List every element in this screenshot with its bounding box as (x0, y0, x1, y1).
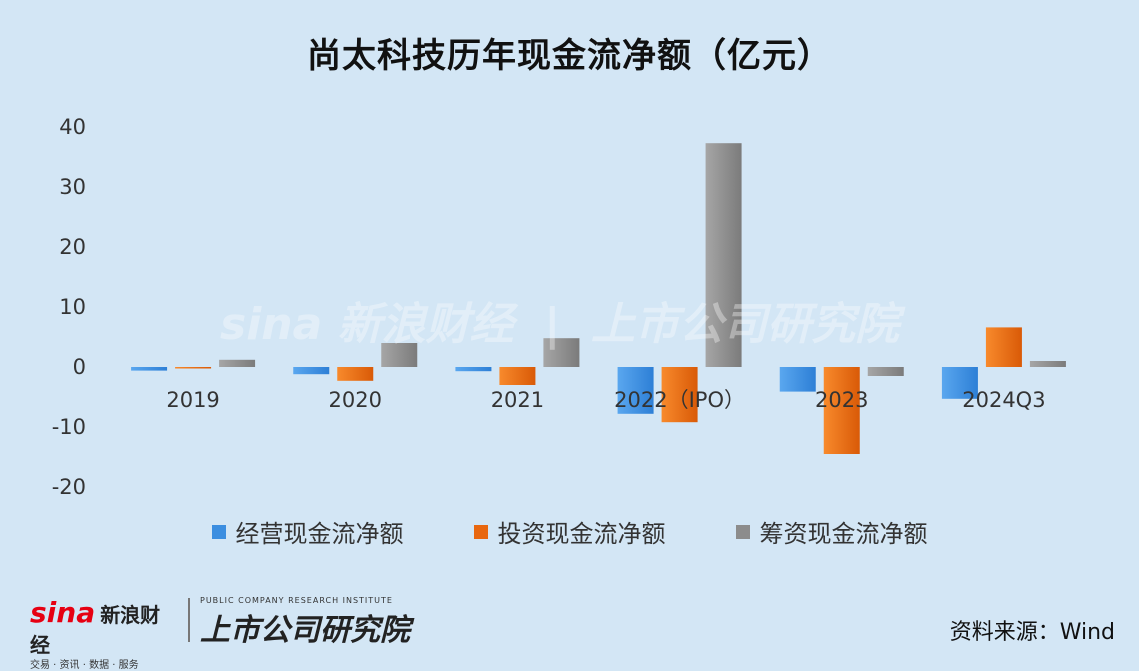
bar-operating-2 (455, 367, 492, 372)
bar-operating-0 (131, 367, 168, 371)
x-category-label: 2023 (815, 388, 868, 412)
y-axis: 40 30 20 10 0 -10 -20 (52, 115, 86, 499)
bar-operating-5 (941, 367, 978, 399)
bar-investing-3 (661, 367, 698, 423)
bar-operating-4 (779, 367, 816, 392)
x-category-label: 2022（IPO） (614, 388, 745, 412)
legend-label-operating: 经营现金流净额 (235, 520, 404, 548)
legend-swatch-operating (211, 524, 226, 539)
sina-logo-sub: 交易 · 资讯 · 数据 · 服务 (30, 660, 139, 671)
y-tick-label: 20 (59, 235, 86, 259)
y-tick-label: 30 (59, 175, 86, 199)
bar-financing-5 (1029, 361, 1066, 367)
logo-divider (188, 598, 190, 642)
legend-label-investing: 投资现金流净额 (497, 520, 666, 548)
y-tick-label: -10 (52, 415, 86, 439)
legend-swatch-investing (473, 524, 488, 539)
bars-group (131, 143, 1066, 454)
legend-label-financing: 筹资现金流净额 (759, 520, 928, 548)
legend-item-operating: 经营现金流净额 (211, 514, 404, 549)
x-category-label: 2020 (329, 388, 382, 412)
bar-operating-3 (617, 367, 654, 414)
chart-title: 尚太科技历年现金流净额（亿元） (307, 36, 832, 76)
legend-item-financing: 筹资现金流净额 (735, 514, 928, 549)
institute-logo-cn: 上市公司研究院 (200, 613, 410, 648)
x-category-label: 2019 (166, 388, 219, 412)
x-category-label: 2024Q3 (962, 388, 1045, 412)
legend: 经营现金流净额 投资现金流净额 筹资现金流净额 (0, 514, 1139, 549)
bar-investing-4 (823, 367, 860, 454)
bar-investing-5 (985, 327, 1022, 367)
bar-financing-1 (381, 343, 418, 367)
sina-logo-mark: sina (30, 596, 96, 629)
bar-financing-3 (705, 143, 742, 367)
bar-financing-4 (867, 367, 904, 376)
bar-investing-0 (175, 367, 212, 369)
x-category-label: 2021 (491, 388, 544, 412)
y-tick-label: 0 (73, 355, 86, 379)
bar-financing-2 (543, 338, 580, 367)
y-tick-label: 40 (59, 115, 86, 139)
bar-investing-2 (499, 367, 536, 385)
bar-operating-1 (293, 367, 330, 375)
sina-finance-logo: sina 新浪财经 交易 · 资讯 · 数据 · 服务 (30, 596, 180, 671)
legend-item-investing: 投资现金流净额 (473, 514, 666, 549)
x-axis: 2019 2020 2021 2022（IPO） 2023 2024Q3 (166, 388, 1045, 412)
bar-financing-0 (219, 359, 256, 367)
bar-chart: 40 30 20 10 0 -10 -20 2019 2020 2021 2022（IPO） 202… (52, 115, 1066, 499)
institute-logo: PUBLIC COMPANY RESEARCH INSTITUTE 上市公司研究… (200, 596, 410, 649)
bar-investing-1 (337, 367, 374, 381)
legend-swatch-financing (735, 524, 750, 539)
source-note: 资料来源：Wind (949, 620, 1115, 645)
y-tick-label: -20 (52, 475, 86, 499)
sina-logo-name: 新浪财经 (30, 603, 161, 657)
y-tick-label: 10 (59, 295, 86, 319)
institute-logo-en: PUBLIC COMPANY RESEARCH INSTITUTE (200, 596, 393, 605)
